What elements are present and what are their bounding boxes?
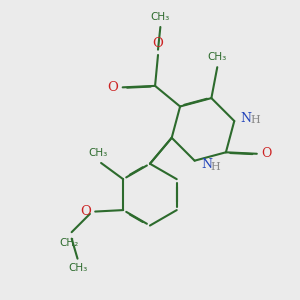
Text: CH₃: CH₃ bbox=[68, 263, 87, 273]
Text: H: H bbox=[211, 162, 220, 172]
Text: O: O bbox=[107, 81, 118, 94]
Text: N: N bbox=[201, 158, 212, 171]
Text: O: O bbox=[261, 147, 272, 160]
Text: O: O bbox=[153, 37, 164, 50]
Text: CH₃: CH₃ bbox=[88, 148, 107, 158]
Text: N: N bbox=[241, 112, 252, 124]
Text: CH₂: CH₂ bbox=[59, 238, 78, 248]
Text: CH₃: CH₃ bbox=[151, 12, 170, 22]
Text: O: O bbox=[80, 205, 91, 218]
Text: H: H bbox=[250, 115, 260, 124]
Text: CH₃: CH₃ bbox=[208, 52, 227, 62]
